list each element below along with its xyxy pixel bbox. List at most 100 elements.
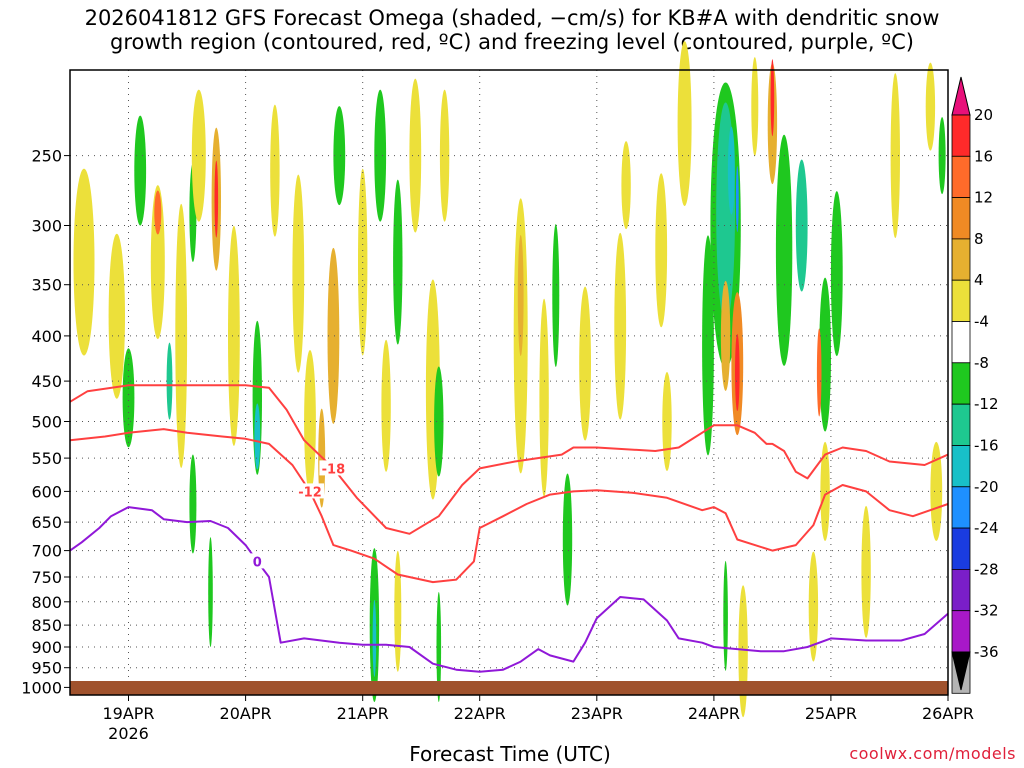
- contour-line-2: [69, 506, 949, 673]
- colorbar-label-1: 16: [974, 147, 993, 165]
- y-tick-label-7: 600: [31, 482, 62, 501]
- y-tick-label-11: 800: [31, 593, 62, 612]
- colorbar-box-10: [951, 527, 971, 570]
- omega-shade-35: [552, 224, 560, 367]
- omega-shade-4: [154, 190, 162, 235]
- omega-shade-34: [539, 298, 549, 497]
- omega-shade-69: [134, 115, 147, 226]
- colorbar-box-4: [951, 279, 971, 322]
- omega-shade-1: [108, 233, 126, 399]
- omega-shade-59: [890, 73, 900, 239]
- colorbar-label-3: 8: [974, 230, 984, 248]
- omega-shade-3: [150, 185, 165, 340]
- omega-shade-66: [861, 505, 871, 638]
- omega-shade-29: [394, 550, 402, 672]
- colorbar-box-6: [951, 362, 971, 405]
- colorbar: 20 16 12 8 4 -4 -8 -12 -16 -20 -24 -28 -32 -36: [951, 76, 999, 694]
- y-tick-label-0: 250: [31, 147, 62, 166]
- omega-shade-28: [372, 599, 377, 677]
- y-tick-label-15: 1000: [21, 678, 62, 697]
- contour-label-2: 0: [253, 555, 262, 570]
- omega-shade-36: [579, 286, 591, 441]
- colorbar-box-9: [951, 486, 971, 529]
- omega-shade-54: [795, 159, 808, 292]
- omega-shade-30: [436, 592, 442, 702]
- omega-shade-13: [189, 454, 197, 554]
- omega-shade-26: [434, 366, 444, 477]
- omega-shade-10: [228, 225, 240, 446]
- omega-shade-5: [175, 203, 188, 468]
- omega-shade-14: [208, 537, 213, 648]
- colorbar-label-7: -12: [974, 395, 999, 413]
- colorbar-box-0: [951, 114, 971, 157]
- omega-shading-layer: [73, 41, 946, 718]
- title-line-1: 2026041812 GFS Forecast Omega (shaded, −…: [84, 6, 940, 30]
- omega-shade-9: [214, 160, 219, 238]
- colorbar-label-5: -4: [974, 313, 989, 331]
- x-tick-label-2: 21APR: [337, 704, 389, 723]
- contour-line-0: [69, 384, 949, 535]
- x-axis-ticks: 19APR 20APR 21APR 22APR 23APR 24APR 25APR 26APR…: [102, 695, 974, 743]
- omega-shade-23: [381, 339, 391, 472]
- x-tick-label-0: 19APR: [102, 704, 154, 723]
- contour-label-bg-0: [319, 460, 348, 476]
- omega-shade-16: [292, 174, 305, 373]
- omega-shade-0: [73, 168, 95, 356]
- omega-shade-31: [439, 89, 450, 222]
- contour-label-0: -18: [322, 462, 346, 477]
- contour-label-bg-2: [243, 553, 272, 569]
- omega-shade-62: [938, 117, 946, 195]
- credit-text: coolwx.com/models: [849, 744, 1016, 763]
- omega-shade-50: [751, 57, 759, 157]
- plot-frame: [69, 69, 949, 696]
- omega-shade-46: [735, 166, 739, 233]
- colorbar-box-11: [951, 569, 971, 612]
- colorbar-label-8: -16: [974, 437, 999, 455]
- omega-shade-56: [816, 328, 822, 417]
- x-tick-label-7: 26APR: [922, 704, 974, 723]
- omega-shade-70: [166, 342, 173, 420]
- colorbar-label-4: 4: [974, 271, 984, 289]
- y-tick-label-2: 350: [31, 276, 62, 295]
- x-tick-label-4: 23APR: [571, 704, 623, 723]
- omega-shade-2: [122, 348, 135, 448]
- y-tick-label-6: 550: [31, 449, 62, 468]
- colorbar-label-13: -36: [974, 643, 999, 661]
- omega-shade-61: [930, 441, 943, 541]
- omega-shade-64: [723, 560, 728, 671]
- colorbar-box-12: [951, 610, 971, 653]
- contour-line-1: [69, 428, 949, 584]
- colorbar-label-6: -8: [974, 354, 989, 372]
- colorbar-label-10: -24: [974, 519, 999, 537]
- omega-shade-41: [677, 41, 692, 207]
- y-tick-label-3: 400: [31, 327, 62, 346]
- omega-shade-12: [254, 403, 261, 470]
- colorbar-box-1: [951, 155, 971, 199]
- omega-shade-67: [562, 473, 573, 606]
- omega-shade-45: [727, 126, 735, 215]
- y-tick-label-1: 300: [31, 217, 62, 236]
- colorbar-box-7: [951, 403, 971, 446]
- omega-shade-37: [614, 232, 627, 420]
- omega-shade-42: [702, 235, 714, 456]
- omega-shade-19: [333, 106, 346, 206]
- colorbar-box-3: [951, 238, 971, 281]
- omega-shade-7: [191, 89, 206, 222]
- x-axis-label: Forecast Time (UTC): [409, 742, 611, 766]
- omega-shade-49: [735, 334, 740, 411]
- terrain-strip: [70, 681, 948, 695]
- omega-shade-18: [327, 247, 340, 424]
- omega-shade-52: [770, 59, 775, 137]
- omega-shade-47: [720, 280, 731, 391]
- y-tick-label-5: 500: [31, 413, 62, 432]
- omega-shade-39: [655, 173, 668, 328]
- colorbar-label-12: -32: [974, 602, 999, 620]
- colorbar-bottom-arrow: [951, 651, 971, 691]
- y-tick-label-10: 750: [31, 568, 62, 587]
- colorbar-label-9: -20: [974, 478, 999, 496]
- omega-shade-63: [738, 585, 748, 718]
- colorbar-box-5: [951, 321, 971, 364]
- x-tick-label-6: 25APR: [805, 704, 857, 723]
- contour-layer: -18-12 0: [69, 384, 949, 673]
